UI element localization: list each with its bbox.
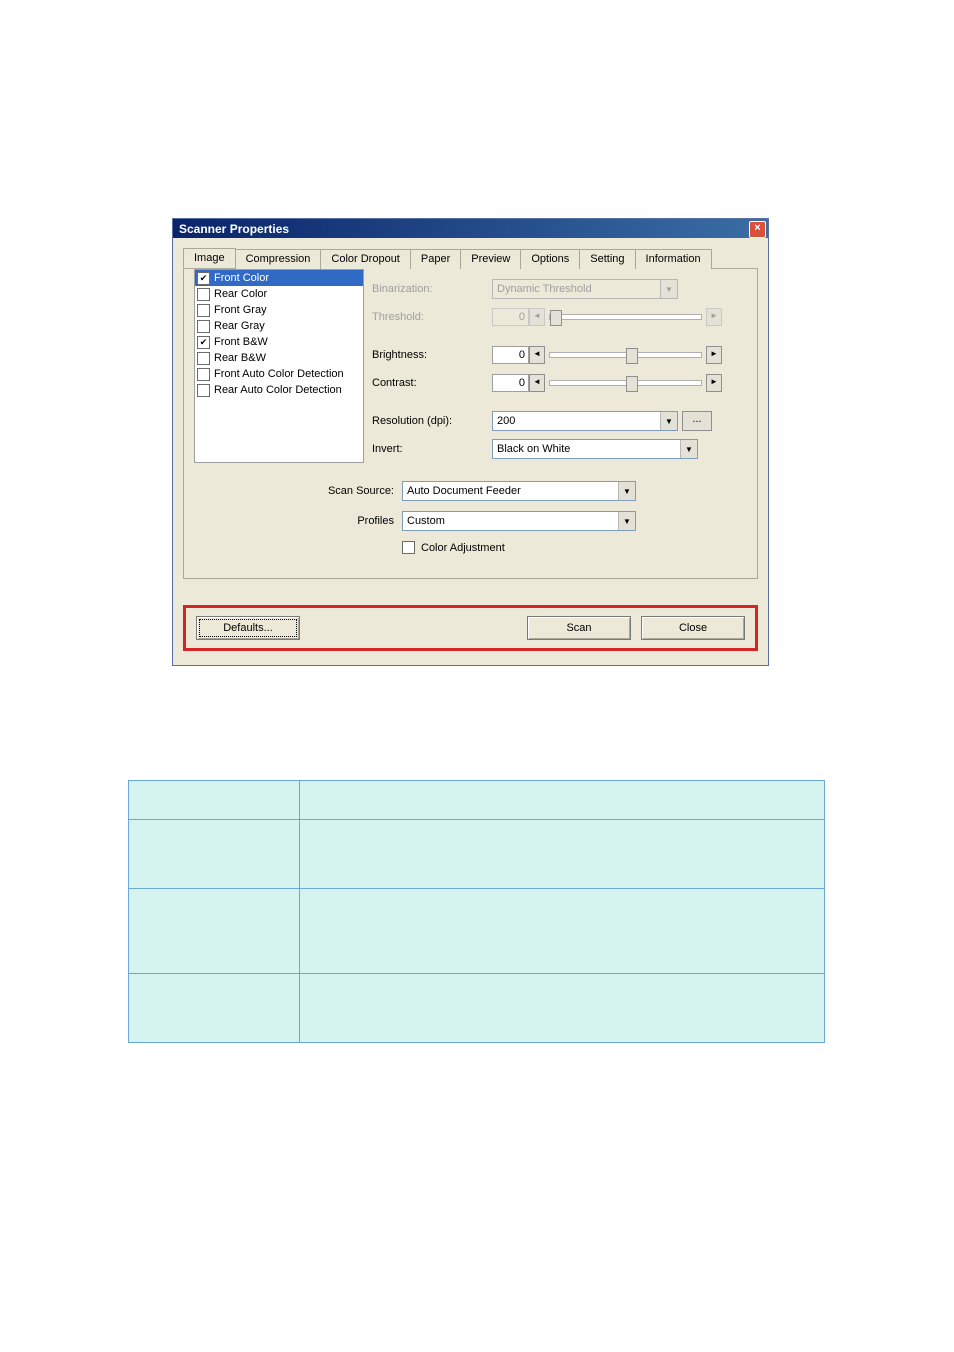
binarization-label: Binarization: — [372, 283, 492, 295]
arrow-right-icon[interactable]: ► — [706, 374, 722, 392]
arrow-right-icon[interactable]: ► — [706, 346, 722, 364]
color-adjustment-label: Color Adjustment — [421, 542, 505, 554]
table-row — [129, 820, 825, 889]
row-brightness: Brightness: 0 ◄ ► — [372, 341, 747, 369]
row-threshold: Threshold: 0 ◄ ► — [372, 303, 747, 331]
tab-paper[interactable]: Paper — [410, 249, 461, 269]
tab-image[interactable]: Image — [183, 248, 236, 268]
checkbox-icon[interactable] — [197, 288, 210, 301]
close-button[interactable]: Close — [641, 616, 745, 640]
list-item-rear-auto-color[interactable]: Rear Auto Color Detection — [195, 382, 363, 398]
list-item-front-bw[interactable]: ✔Front B&W — [195, 334, 363, 350]
chevron-down-icon[interactable]: ▼ — [660, 412, 677, 430]
arrow-left-icon: ◄ — [529, 308, 545, 326]
settings-panel: Binarization: Dynamic Threshold ▼ Thresh… — [372, 269, 747, 463]
chevron-down-icon[interactable]: ▼ — [618, 512, 635, 530]
chevron-down-icon[interactable]: ▼ — [680, 440, 697, 458]
info-table — [128, 780, 825, 1043]
tab-options[interactable]: Options — [520, 249, 580, 269]
checkbox-icon[interactable] — [197, 352, 210, 365]
tabstrip: Image Compression Color Dropout Paper Pr… — [183, 248, 758, 269]
list-item-rear-bw[interactable]: Rear B&W — [195, 350, 363, 366]
checkbox-icon[interactable] — [197, 320, 210, 333]
checkbox-icon[interactable]: ✔ — [197, 336, 210, 349]
contrast-slider[interactable] — [549, 380, 702, 386]
chevron-down-icon: ▼ — [660, 280, 677, 298]
threshold-slider — [549, 314, 702, 320]
tab-compression[interactable]: Compression — [235, 249, 322, 269]
profiles-dropdown[interactable]: Custom ▼ — [402, 511, 636, 531]
list-item-front-color[interactable]: ✔Front Color — [195, 270, 363, 286]
arrow-left-icon[interactable]: ◄ — [529, 346, 545, 364]
row-binarization: Binarization: Dynamic Threshold ▼ — [372, 275, 747, 303]
checkbox-icon[interactable] — [197, 304, 210, 317]
table-row — [129, 889, 825, 974]
row-resolution: Resolution (dpi): 200 ▼ ... — [372, 407, 747, 435]
color-adjustment-checkbox[interactable]: Color Adjustment — [402, 541, 747, 554]
contrast-label: Contrast: — [372, 377, 492, 389]
scan-button[interactable]: Scan — [527, 616, 631, 640]
binarization-dropdown: Dynamic Threshold ▼ — [492, 279, 678, 299]
tab-information[interactable]: Information — [635, 249, 712, 269]
table-row — [129, 974, 825, 1043]
row-profiles: Profiles Custom ▼ — [194, 511, 747, 531]
window-title: Scanner Properties — [179, 222, 289, 236]
scan-source-label: Scan Source: — [194, 485, 402, 497]
tab-panel-image: ✔Front Color Rear Color Front Gray Rear … — [183, 269, 758, 579]
list-item-front-gray[interactable]: Front Gray — [195, 302, 363, 318]
lower-panel: Scan Source: Auto Document Feeder ▼ Prof… — [194, 481, 747, 554]
arrow-left-icon[interactable]: ◄ — [529, 374, 545, 392]
button-bar-highlight: Defaults... Scan Close — [183, 605, 758, 651]
titlebar[interactable]: Scanner Properties × — [173, 219, 768, 238]
image-selection-list[interactable]: ✔Front Color Rear Color Front Gray Rear … — [194, 269, 364, 463]
scanner-properties-dialog: Scanner Properties × Image Compression C… — [172, 218, 769, 666]
tab-setting[interactable]: Setting — [579, 249, 635, 269]
resolution-label: Resolution (dpi): — [372, 415, 492, 427]
scan-source-dropdown[interactable]: Auto Document Feeder ▼ — [402, 481, 636, 501]
resolution-dropdown[interactable]: 200 ▼ — [492, 411, 678, 431]
row-scan-source: Scan Source: Auto Document Feeder ▼ — [194, 481, 747, 501]
invert-dropdown[interactable]: Black on White ▼ — [492, 439, 698, 459]
row-invert: Invert: Black on White ▼ — [372, 435, 747, 463]
checkbox-icon[interactable] — [197, 384, 210, 397]
arrow-right-icon: ► — [706, 308, 722, 326]
invert-label: Invert: — [372, 443, 492, 455]
table-header — [300, 781, 825, 820]
profiles-label: Profiles — [194, 515, 402, 527]
table-header — [129, 781, 300, 820]
row-contrast: Contrast: 0 ◄ ► — [372, 369, 747, 397]
threshold-value: 0 — [492, 308, 529, 326]
resolution-more-button[interactable]: ... — [682, 411, 712, 431]
tab-color-dropout[interactable]: Color Dropout — [320, 249, 410, 269]
list-item-rear-gray[interactable]: Rear Gray — [195, 318, 363, 334]
list-item-rear-color[interactable]: Rear Color — [195, 286, 363, 302]
contrast-value[interactable]: 0 — [492, 374, 529, 392]
defaults-button[interactable]: Defaults... — [196, 616, 300, 640]
brightness-label: Brightness: — [372, 349, 492, 361]
brightness-value[interactable]: 0 — [492, 346, 529, 364]
list-item-front-auto-color[interactable]: Front Auto Color Detection — [195, 366, 363, 382]
checkbox-icon[interactable]: ✔ — [197, 272, 210, 285]
brightness-slider[interactable] — [549, 352, 702, 358]
checkbox-icon[interactable] — [197, 368, 210, 381]
close-icon[interactable]: × — [749, 221, 766, 238]
checkbox-icon[interactable] — [402, 541, 415, 554]
threshold-label: Threshold: — [372, 311, 492, 323]
chevron-down-icon[interactable]: ▼ — [618, 482, 635, 500]
tab-preview[interactable]: Preview — [460, 249, 521, 269]
